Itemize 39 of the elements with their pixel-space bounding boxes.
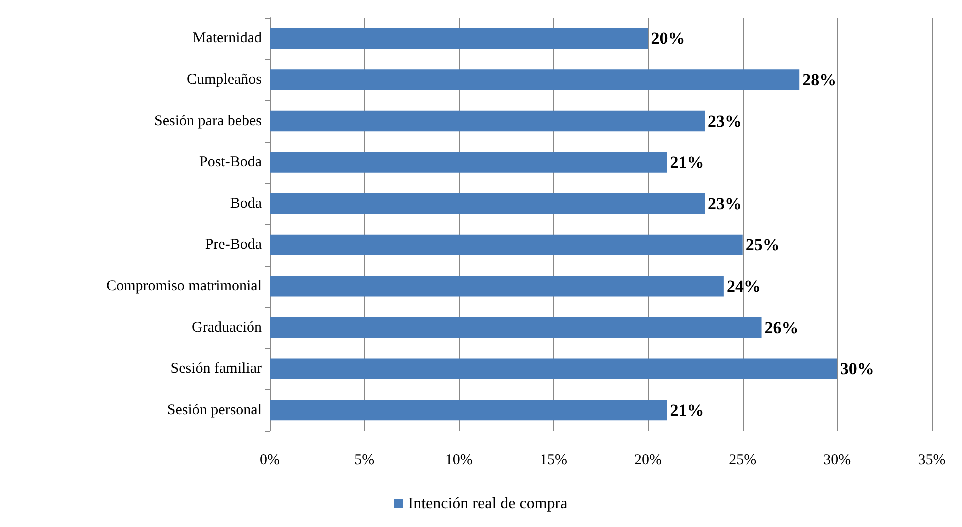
data-label: 25% <box>746 236 780 255</box>
data-label: 23% <box>708 112 742 131</box>
y-tick-label: Sesión para bebes <box>154 113 262 130</box>
x-tick-label: 25% <box>729 452 757 468</box>
data-label: 23% <box>708 194 742 214</box>
y-tick-label: Sesión familiar <box>170 361 262 378</box>
x-tick-label: 30% <box>824 452 852 468</box>
legend-label: Intención real de compra <box>408 496 568 512</box>
x-tick-label: 0% <box>260 452 280 468</box>
y-tick-label: Graduación <box>192 320 262 336</box>
y-tick-label: Maternidad <box>192 30 262 47</box>
data-label: 21% <box>670 153 704 172</box>
x-tick-label: 35% <box>918 452 946 468</box>
y-tick-label: Cumpleaños <box>187 72 262 88</box>
bar <box>270 28 648 49</box>
x-tick-label: 20% <box>634 452 662 468</box>
x-tick-label: 10% <box>445 452 473 468</box>
data-label: 20% <box>651 29 686 48</box>
y-tick-label: Pre-Boda <box>205 237 262 254</box>
data-label: 21% <box>670 400 704 420</box>
data-label: 28% <box>802 70 837 90</box>
bar <box>270 194 706 214</box>
bar <box>270 234 743 256</box>
data-label: 26% <box>764 318 799 338</box>
bar <box>270 110 706 132</box>
bar <box>270 152 668 173</box>
bar <box>270 400 668 421</box>
y-tick-label: Boda <box>230 196 262 212</box>
bar <box>270 276 724 297</box>
x-tick-label: 5% <box>354 452 375 468</box>
x-tick-label: 15% <box>540 452 568 468</box>
bar <box>270 70 800 90</box>
y-tick-label: Sesión personal <box>167 402 262 418</box>
y-tick-label: Compromiso matrimonial <box>106 278 262 294</box>
y-tick-label: Post-Boda <box>199 154 262 171</box>
data-label: 24% <box>726 276 761 296</box>
data-label: 30% <box>840 360 874 379</box>
bar <box>270 317 762 338</box>
bar <box>270 358 838 380</box>
